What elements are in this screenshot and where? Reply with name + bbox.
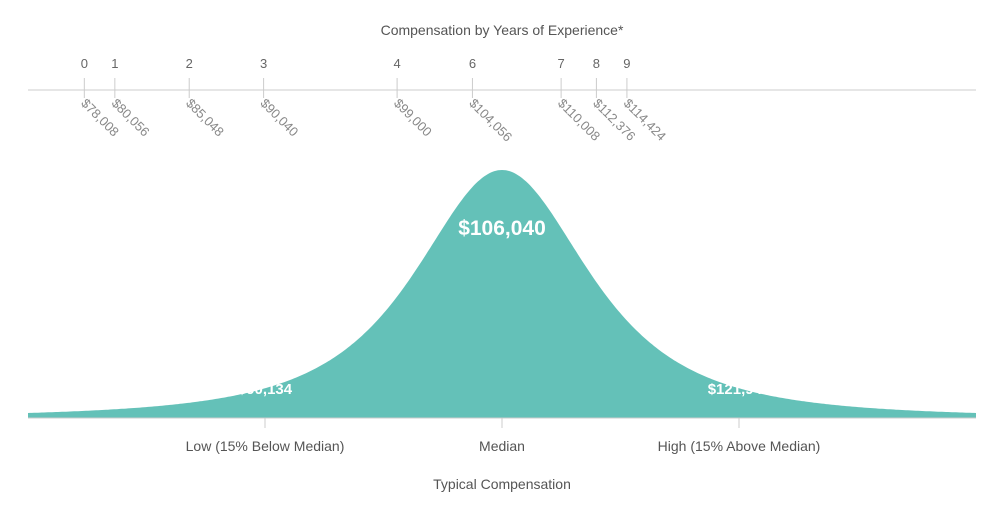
experience-year-label: 4 [393,56,400,71]
experience-year-label: 2 [186,56,193,71]
experience-marks: 0$78,0081$80,0562$85,0483$90,0404$99,000… [78,56,669,144]
experience-salary-label: $99,000 [391,96,435,140]
experience-salary-label: $90,040 [257,96,301,140]
distribution-curve [28,170,976,418]
experience-salary-label: $104,056 [466,96,515,145]
chart-title: Compensation by Years of Experience* [381,22,624,38]
low-value-label: $90,134 [238,381,293,398]
low-category-label: Low (15% Below Median) [186,438,345,454]
experience-year-label: 9 [623,56,630,71]
high-category-label: High (15% Above Median) [658,438,821,454]
median-value-label: $106,040 [458,217,546,240]
experience-salary-label: $85,048 [183,96,227,140]
experience-year-label: 6 [469,56,476,71]
high-value-label: $121,946 [708,381,771,398]
experience-year-label: 3 [260,56,267,71]
x-axis-label: Typical Compensation [433,476,571,492]
experience-year-label: 7 [558,56,565,71]
experience-year-label: 1 [111,56,118,71]
experience-year-label: 0 [81,56,88,71]
experience-year-label: 8 [593,56,600,71]
median-category-label: Median [479,438,525,454]
